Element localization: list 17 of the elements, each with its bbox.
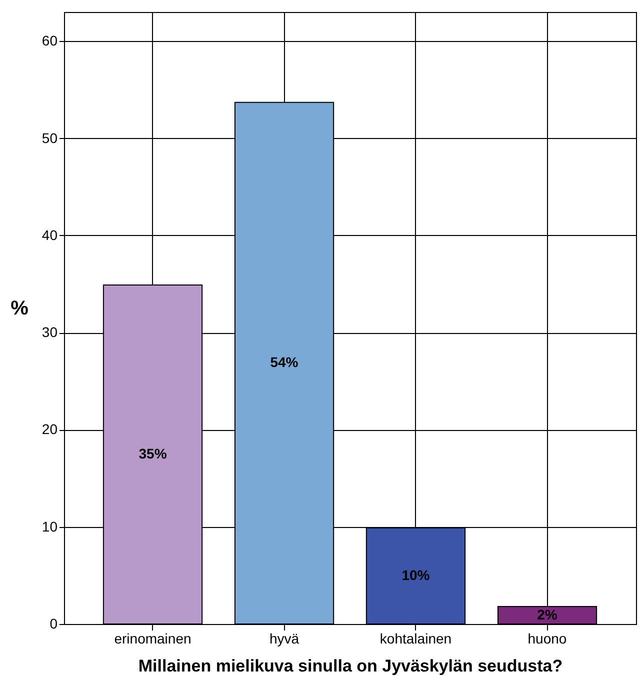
- data-label: 35%: [138, 445, 168, 462]
- y-tick-label: 40: [42, 226, 58, 243]
- y-tick-label: 0: [50, 616, 58, 632]
- y-axis-title: %: [10, 298, 29, 320]
- x-tick-label: kohtalainen: [380, 630, 452, 646]
- y-tick-label: 60: [42, 32, 58, 49]
- y-tick-label: 10: [42, 518, 58, 534]
- y-tick-label: 30: [42, 324, 58, 340]
- x-tick-label: hyvä: [269, 630, 300, 646]
- y-tick-label: 50: [42, 130, 58, 146]
- data-label: 2%: [537, 606, 558, 622]
- x-tick-label: erinomainen: [114, 630, 192, 646]
- x-axis-title: Millainen mielikuva sinulla on Jyväskylän seudusta?: [138, 656, 563, 676]
- x-tick-label: huono: [528, 630, 567, 646]
- data-label: 54%: [270, 354, 299, 370]
- y-tick-label: 20: [42, 421, 58, 438]
- data-label: 10%: [402, 566, 430, 583]
